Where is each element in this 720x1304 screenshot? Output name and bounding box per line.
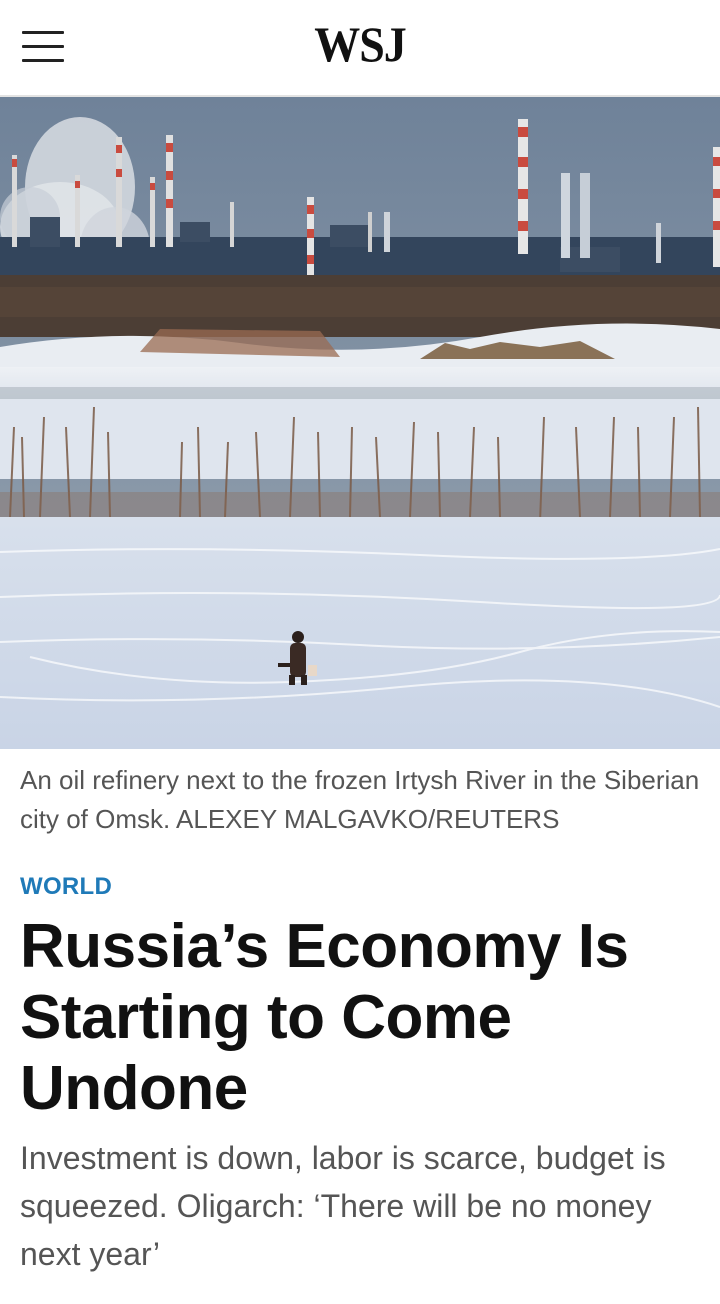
hero-image-illustration	[0, 97, 720, 749]
article-headline[interactable]: Russia’s Economy Is Starting to Come Und…	[20, 912, 629, 1123]
wsj-logo[interactable]: WSJ	[314, 16, 407, 73]
menu-line	[22, 45, 64, 48]
fisherman-figure	[278, 631, 317, 685]
top-bar: WSJ	[0, 0, 720, 97]
article-dek: Investment is down, labor is scarce, bud…	[20, 1140, 666, 1272]
hamburger-menu-icon[interactable]	[22, 28, 66, 66]
section-label-world[interactable]: WORLD	[20, 873, 113, 900]
hero-image	[0, 97, 720, 749]
menu-line	[22, 59, 64, 62]
image-caption: An oil refinery next to the frozen Irtys…	[20, 765, 700, 834]
menu-line	[22, 31, 64, 34]
